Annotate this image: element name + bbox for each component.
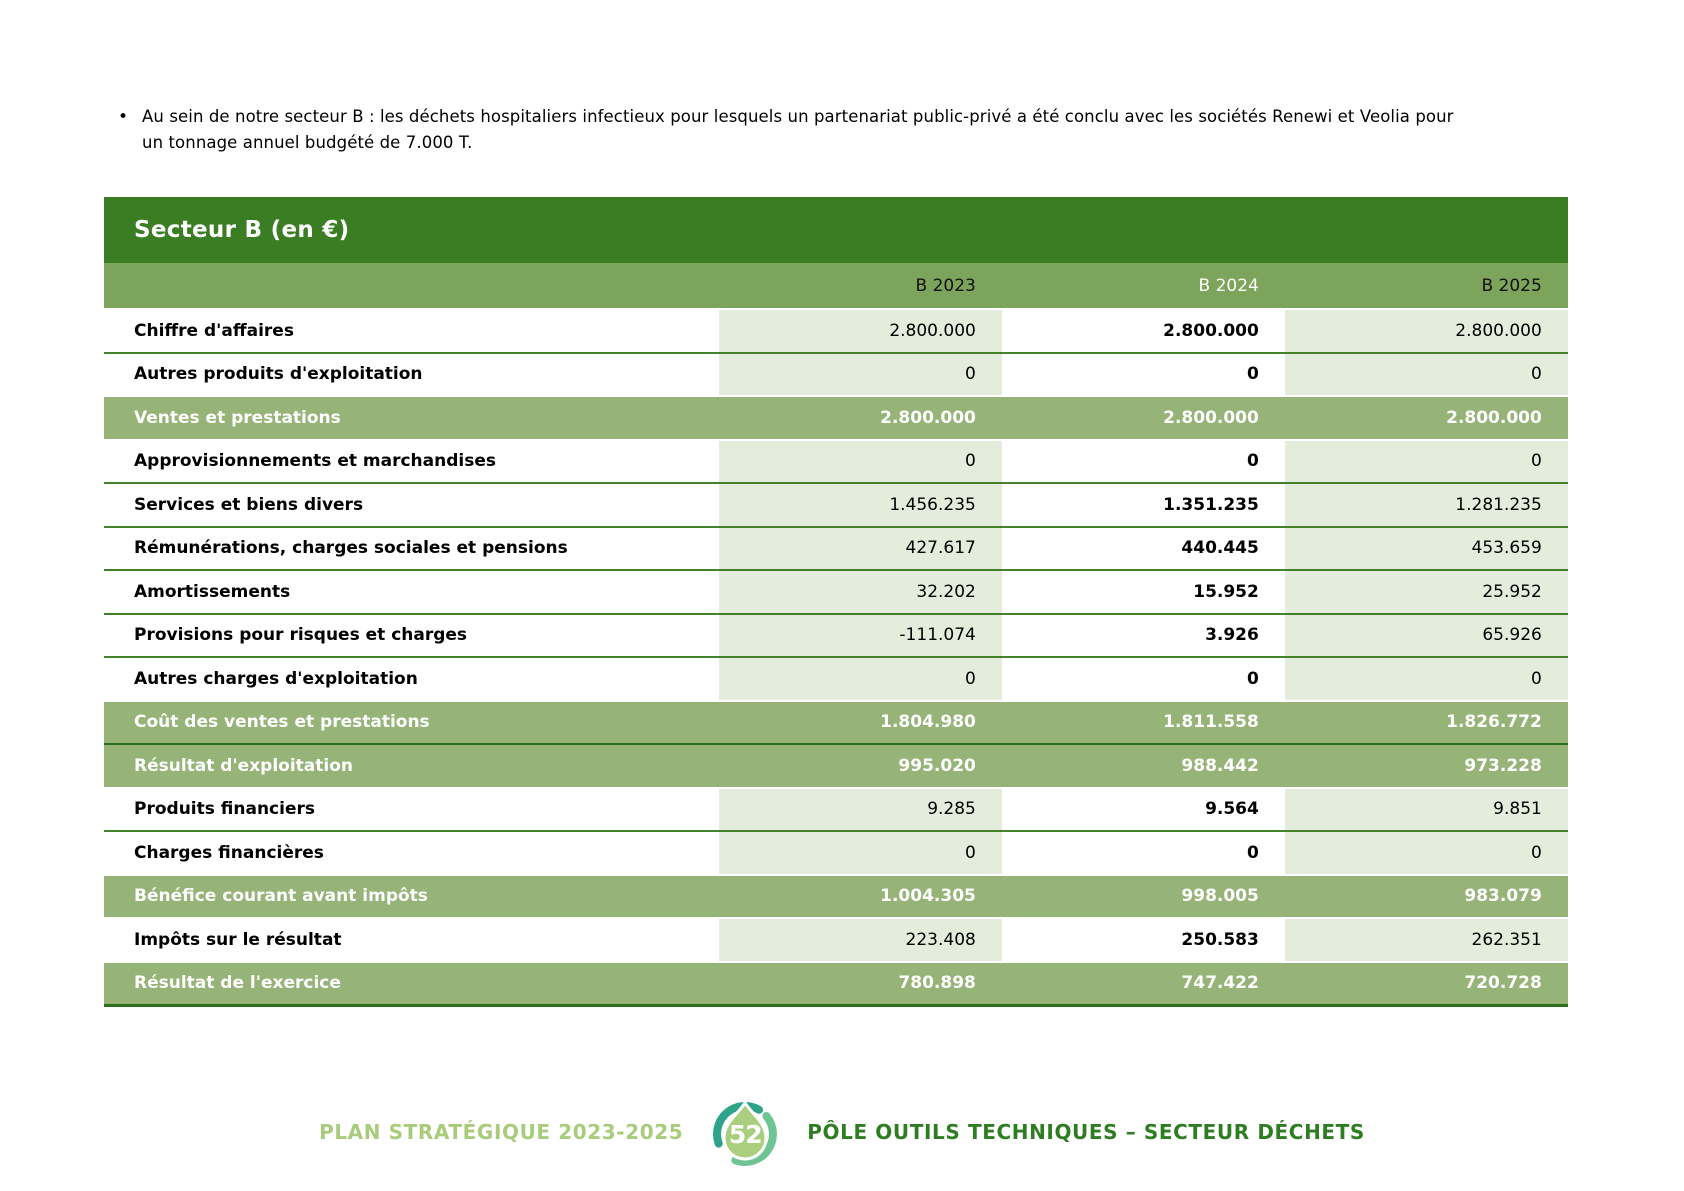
column-header-b2025: B 2025: [1481, 275, 1542, 296]
header-label-spacer: [104, 263, 719, 308]
row-label: Approvisionnements et marchandises: [134, 451, 496, 472]
value-b2023: 2.800.000: [880, 407, 976, 428]
table-row: Impôts sur le résultat 223.408 250.583 262.…: [104, 917, 1568, 961]
table-row: Rémunérations, charges sociales et pensi…: [104, 525, 1568, 569]
table-total-row: Coût des ventes et prestations 1.804.980 1…: [104, 699, 1568, 743]
value-b2024: 2.800.000: [1163, 320, 1259, 341]
value-b2024: 998.005: [1181, 886, 1259, 907]
value-b2024: 1.351.235: [1163, 494, 1259, 515]
value-b2023: 0: [718, 353, 1002, 395]
value-b2023: 995.020: [898, 755, 976, 776]
value-b2025: 2.800.000: [1446, 407, 1542, 428]
row-label: Bénéfice courant avant impôts: [134, 886, 428, 907]
value-b2023: 0: [718, 658, 1002, 700]
table-row: Autres produits d'exploitation 0 0 0: [104, 351, 1568, 395]
row-label: Autres charges d'exploitation: [134, 668, 418, 689]
value-b2024: 0: [1247, 668, 1259, 689]
value-b2025: 1.826.772: [1446, 712, 1542, 733]
value-b2023: -111.074: [718, 614, 1002, 656]
value-b2025: 453.659: [1284, 527, 1568, 569]
table-body: Chiffre d'affaires 2.800.000 2.800.000 2.80…: [104, 308, 1568, 1007]
table-total-row: Bénéfice courant avant impôts 1.004.305 99…: [104, 873, 1568, 917]
page-number-badge: 52: [709, 1096, 781, 1168]
value-b2025: 720.728: [1464, 973, 1542, 994]
page-footer: PLAN STRATÉGIQUE 2023-2025 52 PÔLE OUTIL…: [0, 1096, 1684, 1168]
page-number: 52: [728, 1120, 763, 1149]
table-total-row: Ventes et prestations 2.800.000 2.800.000 2…: [104, 395, 1568, 439]
row-label: Services et biens divers: [134, 494, 364, 515]
table-row: Provisions pour risques et charges -111.0…: [104, 612, 1568, 656]
value-b2024: 747.422: [1181, 973, 1259, 994]
table-header-row: B 2023 B 2024 B 2025: [104, 263, 1568, 308]
value-b2025: 9.851: [1284, 788, 1568, 830]
row-label: Amortissements: [134, 581, 291, 602]
value-b2025: 65.926: [1284, 614, 1568, 656]
value-b2025: 262.351: [1284, 919, 1568, 961]
intro-bullet: • Au sein de notre secteur B : les déche…: [118, 104, 1468, 157]
table-total-row: Résultat d'exploitation 995.020 988.442 973…: [104, 743, 1568, 787]
value-b2024: 0: [1247, 364, 1259, 385]
row-label: Charges financières: [134, 842, 324, 863]
value-b2023: 0: [718, 832, 1002, 874]
value-b2025: 2.800.000: [1284, 310, 1568, 352]
intro-text: Au sein de notre secteur B : les déchets…: [142, 107, 1454, 153]
value-b2024: 250.583: [1181, 929, 1259, 950]
row-label: Résultat d'exploitation: [134, 755, 354, 776]
value-b2024: 440.445: [1181, 538, 1259, 559]
table-row: Charges financières 0 0 0: [104, 830, 1568, 874]
value-b2023: 32.202: [718, 571, 1002, 613]
row-label: Produits financiers: [134, 799, 315, 820]
row-label: Provisions pour risques et charges: [134, 625, 468, 646]
row-label: Impôts sur le résultat: [134, 929, 342, 950]
table-title: Secteur B (en €): [104, 197, 1568, 263]
value-b2023: 1.804.980: [880, 712, 976, 733]
value-b2025: 983.079: [1464, 886, 1542, 907]
row-label: Coût des ventes et prestations: [134, 712, 430, 733]
table-row: Produits financiers 9.285 9.564 9.851: [104, 786, 1568, 830]
value-b2024: 1.811.558: [1163, 712, 1259, 733]
table-row: Chiffre d'affaires 2.800.000 2.800.000 2.80…: [104, 308, 1568, 352]
value-b2025: 0: [1284, 832, 1568, 874]
value-b2025: 1.281.235: [1284, 484, 1568, 526]
table-row: Autres charges d'exploitation 0 0 0: [104, 656, 1568, 700]
row-label: Autres produits d'exploitation: [134, 364, 423, 385]
row-label: Ventes et prestations: [134, 407, 341, 428]
table-row: Approvisionnements et marchandises 0 0 0: [104, 438, 1568, 482]
table-total-row: Résultat de l'exercice 780.898 747.422 720.…: [104, 960, 1568, 1004]
value-b2023: 780.898: [898, 973, 976, 994]
value-b2023: 0: [718, 440, 1002, 482]
value-b2023: 1.004.305: [880, 886, 976, 907]
value-b2025: 25.952: [1284, 571, 1568, 613]
value-b2025: 0: [1284, 353, 1568, 395]
value-b2025: 0: [1284, 440, 1568, 482]
value-b2023: 2.800.000: [718, 310, 1002, 352]
table-row: Amortissements 32.202 15.952 25.952: [104, 569, 1568, 613]
footer-plan-title: PLAN STRATÉGIQUE 2023-2025: [319, 1120, 684, 1144]
table-row: Services et biens divers 1.456.235 1.351.2…: [104, 482, 1568, 526]
value-b2024: 15.952: [1193, 581, 1259, 602]
footer-section-title: PÔLE OUTILS TECHNIQUES – SECTEUR DÉCHETS: [807, 1120, 1365, 1144]
value-b2025: 0: [1284, 658, 1568, 700]
value-b2024: 9.564: [1205, 799, 1259, 820]
value-b2023: 427.617: [718, 527, 1002, 569]
value-b2024: 0: [1247, 451, 1259, 472]
sector-b-table: Secteur B (en €) B 2023 B 2024 B 2025 Ch…: [104, 197, 1568, 1007]
value-b2024: 3.926: [1205, 625, 1259, 646]
value-b2024: 2.800.000: [1163, 407, 1259, 428]
value-b2023: 1.456.235: [718, 484, 1002, 526]
value-b2023: 223.408: [718, 919, 1002, 961]
column-header-b2023: B 2023: [915, 275, 976, 296]
bullet-icon: •: [118, 107, 129, 127]
value-b2024: 0: [1247, 842, 1259, 863]
value-b2024: 988.442: [1181, 755, 1259, 776]
recycle-drop-icon: [713, 1100, 778, 1166]
row-label: Chiffre d'affaires: [134, 320, 294, 341]
row-label: Rémunérations, charges sociales et pensi…: [134, 538, 568, 559]
column-header-b2024: B 2024: [1198, 275, 1259, 296]
value-b2025: 973.228: [1464, 755, 1542, 776]
value-b2023: 9.285: [718, 788, 1002, 830]
row-label: Résultat de l'exercice: [134, 973, 341, 994]
